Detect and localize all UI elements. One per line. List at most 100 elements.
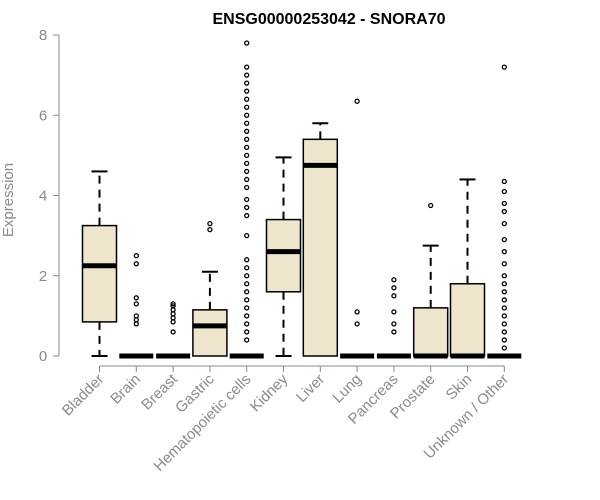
outlier-point [244,297,250,303]
y-tick-label: 6 [39,107,47,124]
outlier-point [501,329,507,335]
outlier-point [391,329,397,335]
outlier-point [501,273,507,279]
outlier-point [244,96,250,102]
outlier-point [391,309,397,315]
outlier-point [244,281,250,287]
x-tick-label: Kidney [247,370,292,415]
outlier-point [207,226,213,233]
outlier-point [244,104,250,110]
outlier-point [501,289,507,295]
box-pancreas [376,277,411,359]
box-bladder [81,170,118,357]
outlier-point [244,305,250,311]
outlier-point [207,220,213,227]
outlier-point [244,144,250,151]
iqr-box [449,283,486,357]
plot-area [81,40,522,359]
outlier-point [244,329,250,335]
outlier-point [133,261,139,267]
outlier-point [501,249,507,255]
outlier-point [391,321,397,327]
outlier-point [501,200,507,207]
outlier-point [501,337,507,343]
box-hematopoietic-cells [229,40,264,359]
x-tick-label: Liver [293,371,328,406]
outlier-point [244,160,250,167]
y-axis: 0 2 4 6 8 [39,27,60,365]
outlier-point [244,184,250,191]
y-axis-label: Expression [0,163,17,237]
outlier-point [244,40,250,46]
y-tick-label: 0 [39,348,47,365]
x-tick-label: Bladder [59,371,108,420]
outlier-point [244,321,250,327]
outlier-point [244,120,250,126]
outlier-point [501,220,507,227]
outlier-point [133,301,139,307]
outlier-point [354,321,360,327]
outlier-point [244,72,250,78]
outlier-point [244,337,250,343]
box-skin [449,178,486,359]
outlier-point [244,128,250,134]
box-brain [119,253,154,359]
outlier-point [391,277,397,283]
outlier-point [501,236,507,243]
box-lung [340,98,375,359]
outlier-point [501,305,507,311]
outlier-point [244,152,250,159]
outlier-point [244,64,250,70]
outlier-point [244,289,250,295]
outlier-point [501,281,507,287]
outlier-point [501,297,507,303]
iqr-box [302,138,339,357]
outlier-point [244,204,250,211]
outlier-point [133,253,139,259]
outlier-point [501,178,507,185]
outlier-point [244,265,250,271]
outlier-point [244,196,250,203]
outlier-point [501,208,507,215]
outlier-point [501,64,507,70]
box-kidney [265,156,302,357]
box-prostate [412,202,449,359]
outlier-point [391,293,397,299]
outlier-point [170,301,176,307]
outlier-point [501,313,507,319]
box-gastric [192,220,228,357]
outlier-point [170,329,176,335]
outlier-point [244,80,250,86]
iqr-box [192,309,228,357]
outlier-point [428,202,434,209]
iqr-box [81,224,118,323]
outlier-point [244,136,250,142]
iqr-box [265,218,302,293]
outlier-point [133,313,139,319]
outlier-point [501,261,507,267]
outlier-point [244,112,250,118]
outlier-point [244,232,250,239]
outlier-point [391,285,397,291]
iqr-box [412,307,449,357]
box-unknown-other [487,64,522,359]
chart-title: ENSG00000253042 - SNORA70 [212,11,445,28]
outlier-point [133,295,139,301]
outlier-point [354,309,360,315]
outlier-point [501,188,507,195]
box-liver [302,122,339,357]
outlier-point [244,88,250,94]
outlier-point [501,321,507,327]
outlier-point [244,168,250,175]
outlier-point [354,98,360,104]
outlier-point [244,313,250,319]
y-tick-label: 2 [39,268,47,285]
box-breast [156,301,191,359]
outlier-point [244,273,250,279]
y-tick-label: 4 [39,188,47,205]
y-tick-label: 8 [39,27,47,44]
outlier-point [170,303,176,309]
outlier-point [501,345,507,351]
